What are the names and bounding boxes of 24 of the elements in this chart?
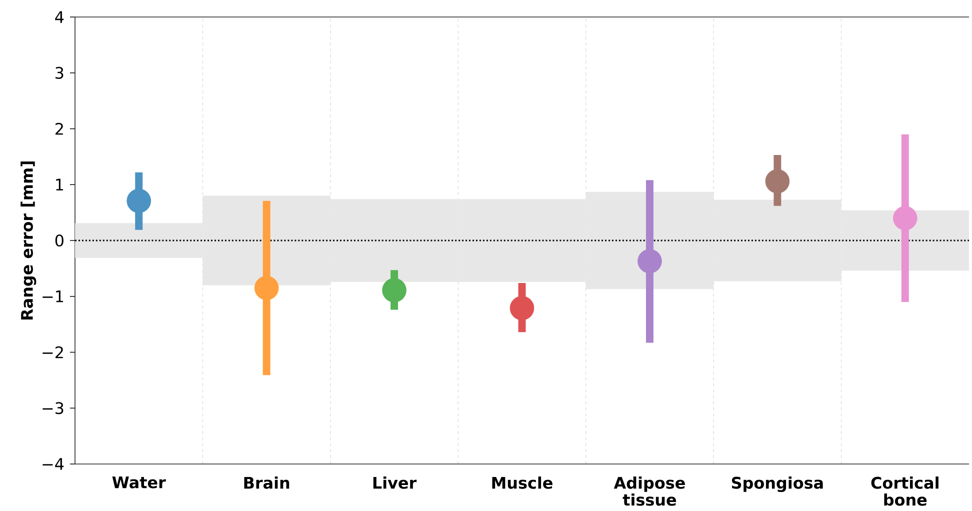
y-axis-title: Range error [mm] [20, 161, 36, 320]
x-tick-label: Spongiosa [732, 476, 823, 492]
x-tick-label: Cortical bone [871, 476, 938, 506]
x-tick-label: Water [112, 476, 166, 488]
point [510, 296, 534, 320]
y-tick-label: −3 [42, 402, 64, 414]
y-tick-label: 1 [56, 178, 64, 190]
x-tick-label: Muscle [492, 476, 552, 489]
y-tick-label: −1 [42, 290, 64, 302]
point [638, 248, 662, 274]
y-tick-label: 2 [56, 122, 63, 135]
point [892, 206, 918, 230]
point [254, 276, 279, 300]
x-tick-label: Adipose tissue [614, 476, 685, 506]
point [382, 278, 406, 302]
y-tick-label: −4 [42, 458, 64, 470]
x-tick-label: Liver [373, 476, 417, 489]
y-tick-label: 4 [55, 11, 64, 23]
y-tick-label: −2 [42, 346, 63, 358]
x-tick-label: Brain [244, 476, 290, 489]
point [126, 188, 152, 213]
y-tick-label: 0 [55, 234, 64, 246]
y-tick-label: 3 [56, 66, 64, 79]
point [765, 169, 790, 194]
